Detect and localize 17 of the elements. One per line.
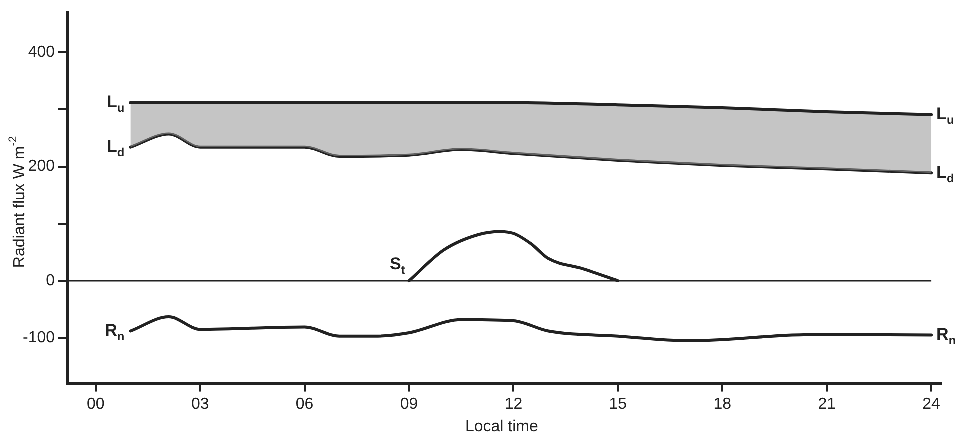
- y-tick-label: 200: [28, 158, 56, 176]
- y-axis-title: Radiant flux W m-2: [8, 136, 28, 268]
- y-tick-label: -100: [22, 330, 56, 347]
- x-tick-label: 12: [504, 396, 523, 413]
- y-tick-label: 400: [28, 44, 56, 61]
- x-tick-label: 06: [296, 396, 314, 413]
- x-tick-label: 03: [191, 396, 210, 413]
- line-series: [129, 132, 934, 175]
- y-tick-label: 0: [46, 272, 56, 290]
- x-tick-label: 00: [86, 396, 105, 413]
- x-tick-label: 18: [714, 396, 732, 413]
- x-tick-label: 21: [818, 396, 836, 413]
- x-tick-label: 24: [922, 396, 941, 413]
- x-axis-title: Local time: [465, 418, 538, 436]
- x-tick-label: 15: [609, 396, 628, 413]
- x-tick-label: 09: [400, 396, 418, 413]
- line-series: [129, 315, 934, 342]
